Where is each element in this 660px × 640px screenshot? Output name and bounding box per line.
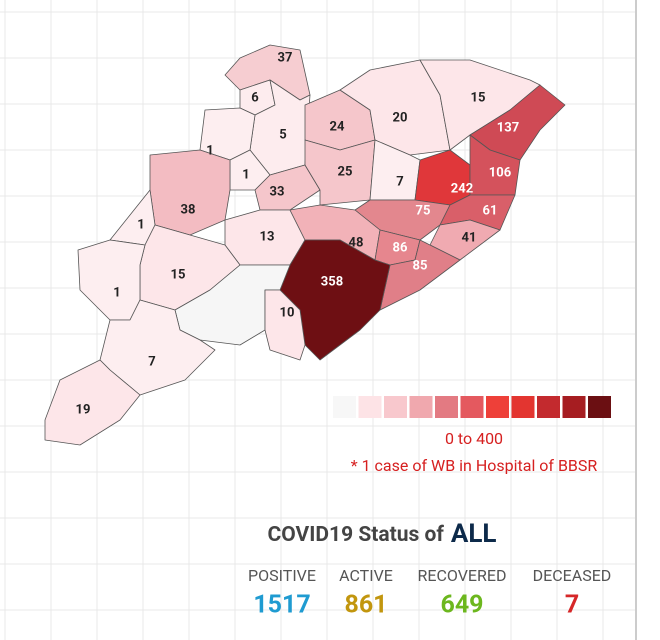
district-label: 358: [321, 274, 343, 289]
stat-label: ACTIVE: [339, 566, 393, 585]
district-label: 1: [242, 167, 249, 182]
legend-swatch: [511, 396, 535, 418]
stat-value: 7: [565, 591, 579, 620]
district-label: 5: [279, 127, 286, 142]
legend-swatch: [537, 396, 560, 418]
district-label: 137: [497, 120, 519, 135]
district: [44, 359, 141, 446]
stat-label: POSITIVE: [248, 566, 316, 585]
status-heading: COVID19 Status of ALL: [268, 519, 497, 549]
district-label: 19: [76, 402, 91, 417]
stat-label: RECOVERED: [418, 566, 507, 585]
district: [304, 139, 376, 206]
district-label: 15: [471, 90, 486, 105]
district-label: 1: [137, 217, 144, 232]
district-label: 41: [462, 230, 477, 245]
district: [414, 149, 471, 206]
district: [429, 219, 501, 261]
legend-swatch: [358, 396, 382, 418]
legend-note: * 1 case of WB in Hospital of BBSR: [351, 456, 598, 475]
stats: POSITIVE 1517 ACTIVE 861 RECOVERED 649 DECEASE…: [248, 566, 611, 619]
legend-swatch: [486, 396, 509, 418]
district-label: 85: [413, 258, 428, 273]
legend-swatch: [562, 396, 586, 418]
district-label: 1: [113, 285, 120, 300]
district-label: 6: [251, 90, 259, 105]
legend-swatch: [435, 396, 458, 418]
district-label: 106: [489, 165, 512, 180]
district-label: 242: [451, 181, 473, 196]
district: [109, 189, 156, 246]
status-title: COVID19 Status of: [268, 523, 445, 547]
legend-swatch: [384, 396, 407, 418]
district-label: 75: [416, 203, 431, 218]
district-label: 1: [206, 143, 213, 158]
district: [149, 149, 231, 236]
district-label: 7: [396, 174, 403, 189]
district-label: 25: [338, 164, 353, 179]
stat-label: DECEASED: [533, 566, 612, 585]
status-scope: ALL: [451, 519, 497, 549]
legend-swatch: [460, 396, 484, 418]
district-label: 61: [483, 203, 498, 218]
district-label: 24: [330, 119, 345, 134]
district-label: 37: [278, 50, 293, 65]
district: [379, 239, 461, 311]
stat-value: 649: [440, 591, 483, 620]
district-label: 20: [393, 110, 408, 125]
district-label: 15: [171, 267, 186, 282]
district-label: 48: [349, 235, 364, 250]
legend-range: 0 to 400: [445, 429, 503, 448]
district: [264, 289, 306, 361]
district-label: 86: [393, 240, 408, 255]
stat-value: 861: [344, 591, 387, 620]
district-label: 33: [270, 184, 285, 199]
legend-swatch: [333, 396, 356, 418]
stat-value: 1517: [253, 591, 310, 620]
legend: [333, 396, 611, 418]
district: [77, 239, 146, 321]
district-label: 13: [260, 229, 275, 244]
legend-swatch: [588, 396, 611, 418]
district-label: 10: [280, 305, 295, 320]
legend-swatch: [409, 396, 433, 418]
map: 37 6 5 24 20 15 137 1 1 33 25 7 242 106 38 75 61 1 13 48 86 4…: [44, 44, 566, 446]
district-label: 7: [148, 354, 155, 369]
district-label: 38: [181, 202, 196, 217]
